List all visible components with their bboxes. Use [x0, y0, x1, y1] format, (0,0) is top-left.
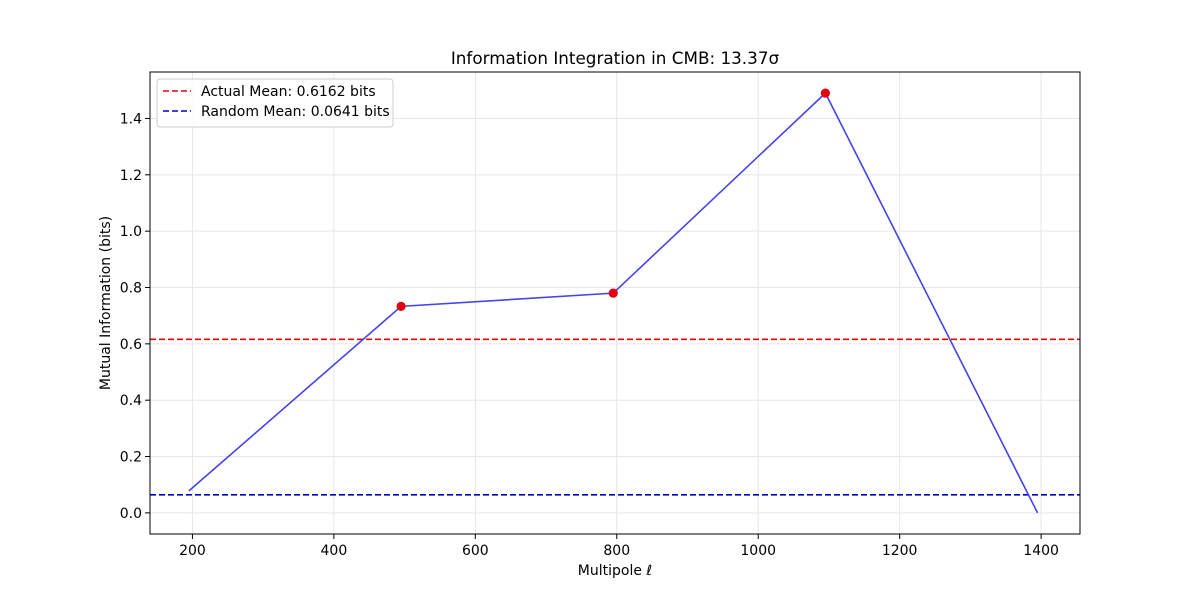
- data-point: [608, 288, 618, 298]
- legend: Actual Mean: 0.6162 bits Random Mean: 0.0…: [156, 78, 394, 128]
- plot-area-frame: [149, 71, 1081, 535]
- y-tick-label: 0.4: [120, 393, 142, 409]
- x-tick-label: 400: [321, 543, 348, 559]
- x-tick-label: 600: [462, 543, 489, 559]
- y-tick-label: 1.4: [120, 111, 142, 127]
- grid: [150, 72, 1080, 534]
- y-tick-label: 0.8: [120, 281, 142, 297]
- x-tick-label: 1400: [1023, 543, 1059, 559]
- series-line: [188, 91, 1039, 514]
- x-tick-label: 800: [603, 543, 630, 559]
- data-point: [396, 301, 406, 311]
- y-tick-label: 1.2: [120, 168, 142, 184]
- legend-label: Actual Mean: 0.6162 bits: [201, 84, 376, 100]
- reference-lines: [150, 338, 1080, 496]
- chart-title: Information Integration in CMB: 13.37σ: [451, 48, 780, 68]
- axis-ticks: 200 400 600 800 1000 1200 1400 0.0 0.2 0.4 0.6 0.8 1…: [120, 111, 1059, 559]
- y-axis-label: Mutual Information (bits): [98, 216, 114, 390]
- y-tick-label: 0.2: [120, 450, 142, 466]
- x-axis-label: Multipole ℓ: [578, 563, 652, 579]
- x-tick-label: 200: [179, 543, 206, 559]
- data-point: [820, 88, 830, 98]
- legend-label: Random Mean: 0.0641 bits: [201, 104, 390, 120]
- y-tick-label: 0.6: [120, 337, 142, 353]
- x-tick-label: 1000: [740, 543, 776, 559]
- y-tick-label: 0.0: [120, 506, 142, 522]
- y-tick-label: 1.0: [120, 224, 142, 240]
- x-tick-label: 1200: [882, 543, 918, 559]
- series: [188, 88, 1039, 514]
- legend-box: [156, 78, 394, 128]
